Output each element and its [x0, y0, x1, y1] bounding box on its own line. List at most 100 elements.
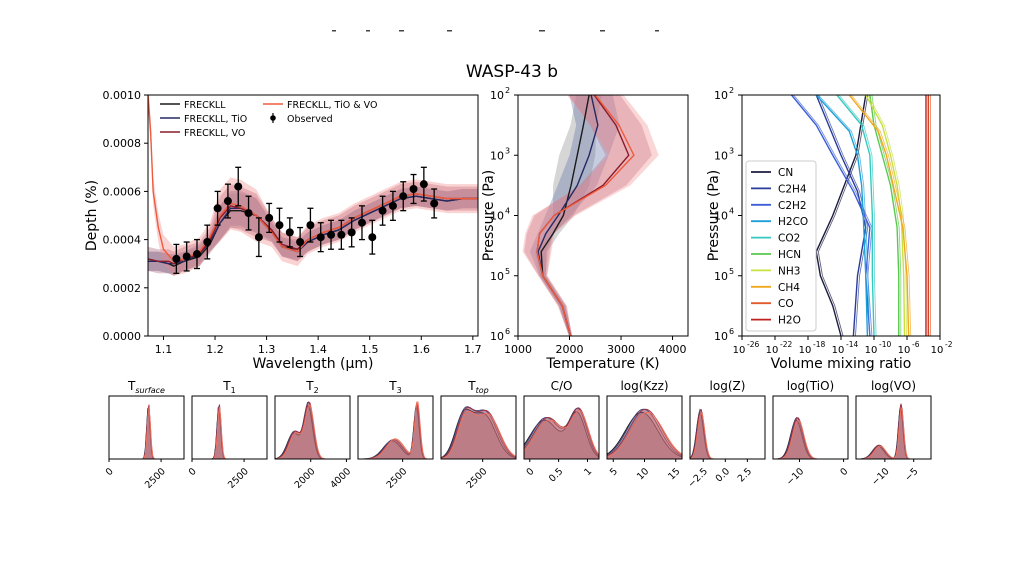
- x-tick-label: 1.3: [258, 343, 276, 356]
- panel-title-subscript: 3: [397, 386, 402, 395]
- x-tick-label: 4000: [328, 466, 353, 491]
- data-point: [275, 221, 284, 230]
- panel-title: log(VO): [871, 379, 916, 393]
- x-tick-label: 2.5: [736, 466, 754, 484]
- y-tick-exponent: 5: [505, 267, 510, 276]
- uncertainty-band: [535, 95, 602, 336]
- species-line-variant: [817, 95, 870, 336]
- y-tick-label: 0.0006: [103, 185, 142, 198]
- panel-title: Tsurface: [127, 379, 165, 395]
- data-point: [316, 233, 325, 242]
- species-line-variant: [867, 95, 908, 336]
- legend-label: CH4: [778, 282, 800, 294]
- legend-label: CO2: [778, 233, 800, 245]
- plot-area: [790, 95, 931, 336]
- data-point: [327, 230, 336, 239]
- posterior-panel: log(VO) −10 −5: [855, 379, 932, 488]
- density-curve: [856, 406, 931, 459]
- axes-frame: [772, 395, 849, 460]
- axes-frame: [147, 94, 479, 337]
- legend-label: FRECKLL: [184, 100, 226, 111]
- x-tick-exponent: -10: [879, 340, 891, 349]
- plot-area: [522, 95, 659, 336]
- density-curve: [275, 404, 350, 459]
- legend-marker: [270, 115, 276, 121]
- legend-label: H2O: [778, 315, 801, 327]
- density-curve: [109, 407, 184, 459]
- legend-label: C2H4: [778, 183, 807, 195]
- data-point: [172, 254, 181, 263]
- data-point: [419, 180, 428, 189]
- data-point: [254, 233, 263, 242]
- panel-title-main: T: [222, 379, 231, 393]
- density-curve: [607, 408, 682, 459]
- legend: FRECKLL FRECKLL, TiO FRECKLL, VO FRECKLL, T…: [160, 100, 377, 139]
- x-tick-label: 2000: [293, 466, 318, 491]
- x-tick-label: 1.6: [413, 343, 431, 356]
- panel-title: Ttop: [467, 379, 488, 395]
- density-curve: [607, 411, 682, 459]
- y-tick-label: 10: [714, 330, 728, 343]
- legend-box: [745, 160, 817, 332]
- x-tick-label: 0: [187, 466, 199, 478]
- species-line-variant: [817, 95, 869, 336]
- y-tick-label: 0.0002: [103, 282, 142, 295]
- y-tick-label: 0.0008: [103, 137, 142, 150]
- x-tick-label: 0.5: [547, 466, 565, 484]
- posterior-panel: log(TiO) −10 0: [772, 379, 850, 488]
- x-axis-label: Volume mixing ratio: [771, 356, 912, 372]
- density-curve: [441, 410, 516, 459]
- density-area: [109, 404, 184, 459]
- density-curve: [607, 411, 682, 459]
- panel-title-subscript: surface: [135, 386, 165, 395]
- figure-title: WASP-43 b: [466, 62, 558, 82]
- legend-label: H2CO: [778, 216, 808, 228]
- panel-title: T3: [388, 379, 401, 395]
- plot-area: [148, 95, 478, 276]
- axes-frame: [523, 395, 600, 460]
- x-tick-label: −5: [903, 466, 921, 484]
- x-tick-label: −2.5: [686, 466, 710, 490]
- panel-title-subscript: top: [476, 386, 489, 395]
- posterior-panel: T1 0 2500: [187, 379, 268, 491]
- posterior-panel: Ttop 2500: [440, 379, 517, 491]
- panel-title-subscript: 2: [314, 386, 319, 395]
- x-tick-base: 10: [832, 345, 845, 356]
- x-tick-label: 1: [582, 466, 594, 478]
- data-point: [213, 204, 222, 213]
- legend-label: FRECKLL, TiO & VO: [287, 100, 377, 111]
- y-tick-label: 0.0000: [103, 330, 142, 343]
- y-tick-exponent: 3: [505, 146, 510, 155]
- legend-label: CO: [778, 298, 794, 310]
- x-tick-label: 5: [608, 466, 620, 478]
- density-curve: [192, 407, 267, 459]
- data-point: [192, 250, 201, 259]
- legend-label: C2H2: [778, 200, 807, 212]
- data-point: [368, 233, 377, 242]
- x-tick-label: 1.4: [309, 343, 327, 356]
- panel-title-main: T: [127, 379, 136, 393]
- density-area: [690, 408, 765, 459]
- legend-label: FRECKLL, VO: [184, 128, 245, 139]
- x-tick-exponent: -14: [846, 340, 858, 349]
- density-curve: [192, 404, 267, 459]
- x-axis-label: Wavelength (µm): [253, 356, 374, 372]
- density-curve: [358, 401, 433, 459]
- axes-frame: [440, 395, 517, 460]
- legend: CN C2H4 C2H2 H2CO CO2 HCN NH3 CH4 CO H2O: [745, 160, 817, 332]
- x-tick-exponent: -2: [945, 340, 953, 349]
- density-curve: [856, 403, 931, 459]
- spectrum-panel: 1.1 1.2 1.3 1.4 1.5 1.6 1.7 0.0000 0.0002 0.0004 0…: [84, 89, 482, 372]
- x-tick-label: 0.0: [714, 466, 732, 484]
- density-curve: [773, 416, 848, 459]
- axes-frame: [191, 395, 268, 460]
- x-tick-label: 2000: [556, 343, 584, 356]
- posterior-panel: log(Kzz) 5 10 15: [606, 379, 683, 482]
- legend-label: Observed: [287, 114, 333, 125]
- x-tick-label: 3000: [607, 343, 635, 356]
- species-line-variant: [850, 95, 912, 336]
- x-tick-base: 10: [931, 345, 944, 356]
- panel-title: log(Kzz): [620, 379, 668, 393]
